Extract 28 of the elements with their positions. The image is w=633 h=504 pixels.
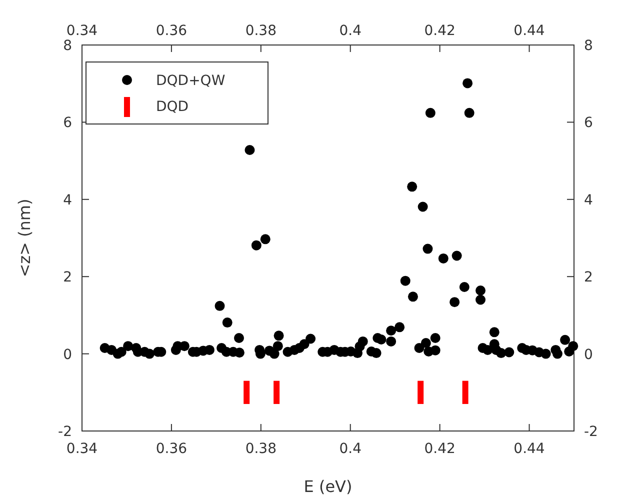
x2-tick-label: 0.44 <box>514 441 545 457</box>
y-tick-label: 8 <box>63 38 72 54</box>
legend-label: DQD <box>156 99 189 115</box>
x2-tick-label: 0.42 <box>424 441 456 457</box>
x2-tick-label: 0.34 <box>66 441 98 457</box>
x-tick-label: 0.36 <box>156 23 188 39</box>
y-tick-label: 0 <box>63 346 72 363</box>
x2-tick-label: 0.38 <box>245 441 276 457</box>
x-tick-label: 0.44 <box>514 23 545 39</box>
x-tick-label: 0.34 <box>66 23 98 39</box>
y2-tick-label: 4 <box>584 192 593 208</box>
legend-label: DQD+QW <box>156 73 226 89</box>
y-axis-title: <z> (nm) <box>15 198 34 278</box>
x2-tick-label: 0.36 <box>156 441 188 457</box>
y-tick-label: -2 <box>58 424 72 440</box>
x-tick-label: 0.38 <box>245 23 276 39</box>
y-tick-label: 2 <box>63 270 72 286</box>
y2-tick-label: -2 <box>584 424 598 440</box>
y2-tick-label: 6 <box>584 115 593 132</box>
y-tick-label: 4 <box>63 192 72 208</box>
x-axis-title: E (eV) <box>304 477 352 496</box>
y2-tick-label: 0 <box>584 346 593 363</box>
y-tick-label: 6 <box>63 115 72 132</box>
x2-tick-label: 0.4 <box>339 441 362 457</box>
x-tick-label: 0.4 <box>339 23 362 39</box>
y2-tick-label: 2 <box>584 270 593 286</box>
y2-tick-label: 8 <box>584 38 593 54</box>
x-tick-label: 0.42 <box>424 23 456 39</box>
